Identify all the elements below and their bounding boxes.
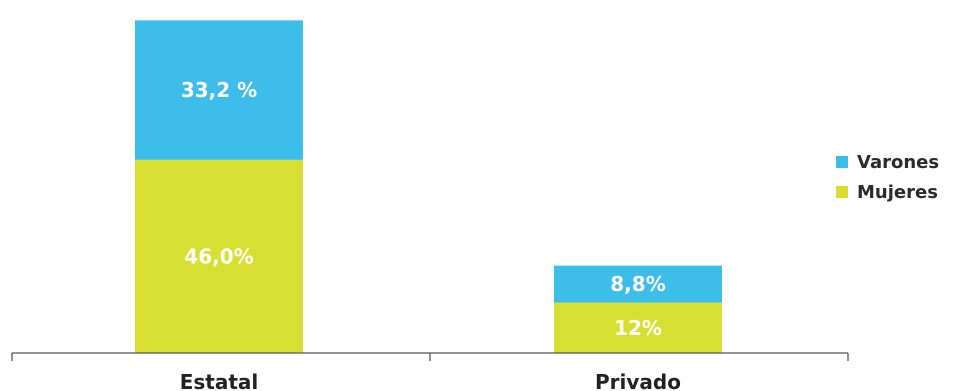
legend-label-mujeres: Mujeres — [857, 181, 938, 203]
data-label-privado-mujeres: 12% — [614, 316, 662, 340]
bar-privado-mujeres — [554, 302, 722, 353]
legend: Varones Mujeres — [836, 147, 939, 207]
bar-estatal-mujeres — [135, 159, 303, 353]
data-label-estatal-varones: 33,2 % — [181, 78, 257, 102]
bars-group: 46,0% 33,2 % 12% 8,8% — [135, 20, 722, 353]
legend-label-varones: Varones — [857, 151, 940, 173]
legend-swatch-varones — [836, 156, 848, 168]
legend-item-mujeres: Mujeres — [836, 177, 939, 207]
legend-swatch-mujeres — [836, 186, 848, 198]
bar-privado-varones — [554, 265, 722, 303]
data-label-privado-varones: 8,8% — [610, 272, 665, 296]
category-label-estatal: Estatal — [180, 370, 259, 391]
data-label-estatal-mujeres: 46,0% — [184, 244, 253, 268]
x-axis — [11, 352, 849, 361]
bar-estatal-varones — [135, 20, 303, 160]
category-labels: Estatal Privado — [180, 370, 681, 391]
legend-item-varones: Varones — [836, 147, 939, 177]
category-label-privado: Privado — [595, 370, 681, 391]
